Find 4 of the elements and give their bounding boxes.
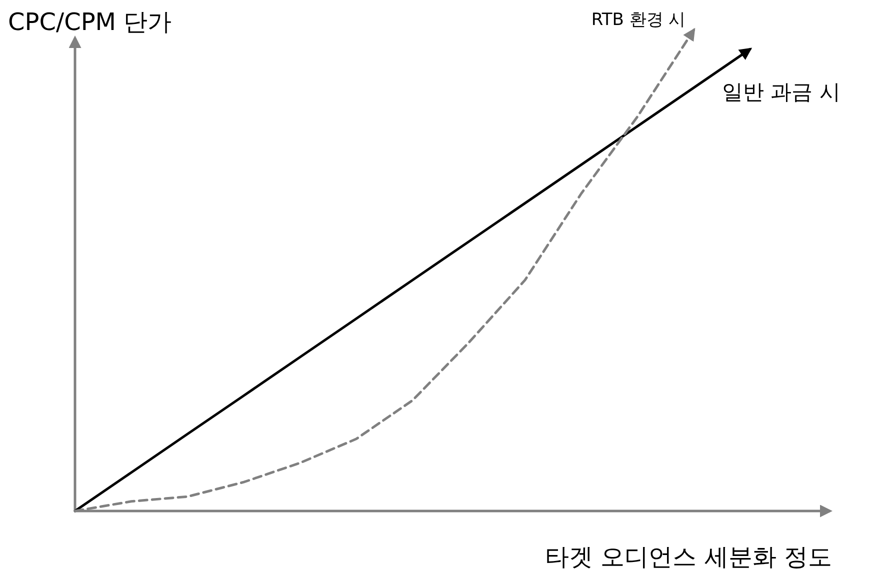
series-label: RTB 환경 시 — [591, 10, 686, 30]
series-label: 일반 과금 시 — [722, 80, 840, 104]
y-axis-title: CPC/CPM 단가 — [8, 8, 172, 36]
x-axis-title: 타겟 오디언스 세분화 정도 — [545, 543, 832, 571]
